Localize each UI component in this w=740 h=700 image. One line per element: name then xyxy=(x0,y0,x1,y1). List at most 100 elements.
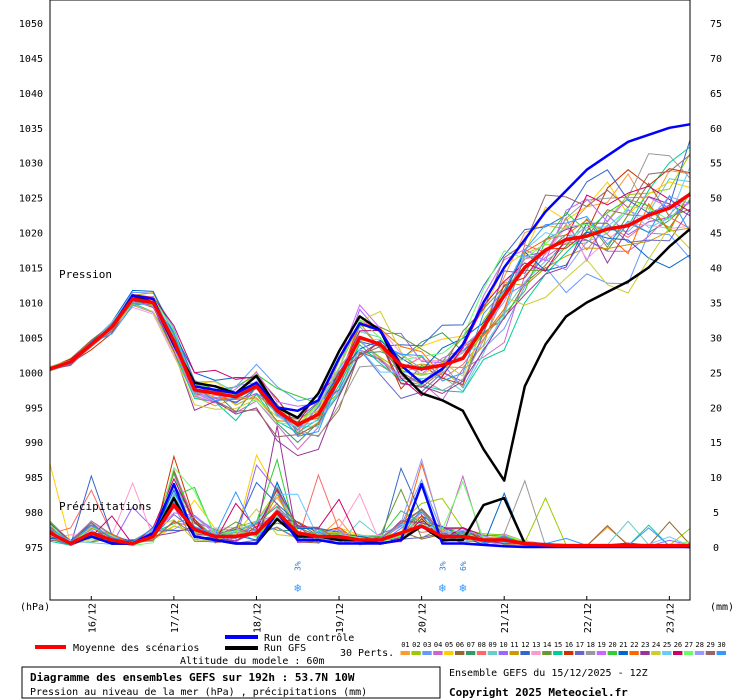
perturbation-pressure-line xyxy=(49,153,691,438)
perturbation-legend-label: 29 xyxy=(706,641,714,649)
perturbation-legend-swatch xyxy=(596,651,607,655)
perturbation-legend-label: 08 xyxy=(478,641,486,649)
perturbation-legend-label: 07 xyxy=(467,641,475,649)
time-tick-label: 18/12 xyxy=(252,603,263,633)
perturbation-legend-swatch xyxy=(662,651,672,655)
time-tick-label: 20/12 xyxy=(418,603,429,633)
precip-tick-label: 65 xyxy=(710,89,722,100)
precip-tick-label: 60 xyxy=(710,124,722,135)
pressure-tick-label: 985 xyxy=(25,473,43,484)
precip-tick-label: 30 xyxy=(710,333,722,344)
precip-tick-label: 25 xyxy=(710,368,722,379)
legend-gfs-label: Run GFS xyxy=(264,643,306,654)
pressure-tick-label: 995 xyxy=(25,403,43,414)
precip-tick-label: 55 xyxy=(710,159,722,170)
perturbation-pressure-line xyxy=(49,185,691,425)
perturbation-legend-label: 25 xyxy=(663,641,671,649)
perturbation-legend-label: 01 xyxy=(401,641,409,649)
time-tick-label: 23/12 xyxy=(665,603,676,633)
pressure-tick-label: 1035 xyxy=(19,124,43,135)
plot-frame xyxy=(49,0,691,601)
perturbation-legend-swatch xyxy=(542,651,552,655)
perturbation-legend-label: 22 xyxy=(630,641,638,649)
perturbation-pressure-line xyxy=(49,231,691,431)
run-info: Ensemble GEFS du 15/12/2025 - 12Z xyxy=(449,668,648,679)
right-unit: (mm) xyxy=(710,602,734,613)
perturbation-legend-label: 09 xyxy=(488,641,496,649)
perturbation-legend-swatch xyxy=(444,651,454,655)
perturbation-precip-line xyxy=(49,425,691,547)
perturbation-legend-label: 14 xyxy=(543,641,551,649)
perturbation-legend-swatch xyxy=(487,651,498,655)
perturbation-legend-label: 27 xyxy=(685,641,693,649)
perturbation-legend-swatch xyxy=(564,651,574,655)
copyright: Copyright 2025 Meteociel.fr xyxy=(449,686,628,699)
snow-markers: 3% ❄ 3% ❄ 6% ❄ xyxy=(294,561,468,595)
perturbation-legend-swatch xyxy=(531,651,541,655)
pressure-tick-label: 975 xyxy=(25,543,43,554)
perturbation-legend-swatch xyxy=(411,651,421,655)
precip-tick-label: 35 xyxy=(710,298,722,309)
perturbation-legend-swatch xyxy=(509,651,519,655)
precip-tick-label: 40 xyxy=(710,264,722,275)
pressure-tick-label: 1000 xyxy=(19,368,43,379)
snow-percent-label: 3% xyxy=(294,561,303,571)
pressure-axis: 1050 1045 1040 1035 1030 1025 1020 1015 1010 1005… xyxy=(19,19,43,554)
perturbation-legend-swatch xyxy=(400,651,410,655)
chart-title: Diagramme des ensembles GEFS sur 192h : … xyxy=(30,671,355,684)
main-series xyxy=(49,123,691,549)
perturbation-legend-swatch xyxy=(520,651,530,655)
time-axis: 16/12 17/12 18/12 19/12 20/12 21/12 22/12 23/12 xyxy=(87,603,676,633)
time-tick-label: 17/12 xyxy=(170,603,181,633)
perturbation-legend-swatch xyxy=(640,651,650,655)
perturbation-legend-swatch xyxy=(476,651,487,655)
precip-tick-label: 0 xyxy=(713,543,719,554)
precip-label: Précipitations xyxy=(59,500,152,513)
precip-tick-label: 75 xyxy=(710,19,722,30)
perturbation-legend-label: 05 xyxy=(445,641,453,649)
perturbation-legend-swatch xyxy=(422,651,432,655)
perturbation-pressure-line xyxy=(49,227,691,437)
time-tick-label: 16/12 xyxy=(87,603,98,633)
pressure-tick-label: 990 xyxy=(25,438,43,449)
perturbation-legend-label: 04 xyxy=(434,641,442,649)
perturbation-pressure-line xyxy=(49,226,691,421)
perturbation-legend-label: 03 xyxy=(423,641,431,649)
perturbation-legend-swatch xyxy=(574,651,585,655)
perturbation-legend-swatch xyxy=(607,651,617,655)
perturbation-legend-swatch xyxy=(498,651,508,655)
perturbation-legend-swatch xyxy=(455,651,465,655)
legend-mean-label: Moyenne des scénarios xyxy=(73,642,199,654)
time-tick-label: 22/12 xyxy=(583,603,594,633)
perturbation-series xyxy=(49,139,691,548)
perturbation-pressure-line xyxy=(49,153,691,419)
perturbation-legend-label: 16 xyxy=(565,641,573,649)
perturbation-pressure-line xyxy=(49,139,691,424)
perturbation-legend-label: 24 xyxy=(652,641,660,649)
snowflake-icon: ❄ xyxy=(459,581,466,595)
perturbation-legend-swatch xyxy=(716,651,726,655)
series-precip-line xyxy=(49,503,690,548)
perturbation-legend-label: 30 xyxy=(717,641,725,649)
snowflake-icon: ❄ xyxy=(294,581,301,595)
snow-percent-label: 3% xyxy=(438,561,447,571)
precip-tick-label: 45 xyxy=(710,229,722,240)
pressure-tick-label: 1030 xyxy=(19,159,43,170)
legend-perts-label: 30 Perts. xyxy=(340,648,394,659)
perturbation-legend-label: 21 xyxy=(619,641,627,649)
precip-tick-label: 50 xyxy=(710,194,722,205)
perturbation-legend-label: 10 xyxy=(499,641,507,649)
precip-tick-label: 15 xyxy=(710,438,722,449)
perturbation-legend: 01 02 03 04 05 06 07 08 09 10 11 12 13 14 15 16 17 18 19 20… xyxy=(400,641,726,655)
perturbation-legend-label: 28 xyxy=(696,641,704,649)
series-pressure-line xyxy=(49,192,691,427)
perturbation-legend-label: 18 xyxy=(587,641,595,649)
pressure-tick-label: 1040 xyxy=(19,89,43,100)
perturbation-legend-swatch xyxy=(465,651,476,655)
perturbation-legend-swatch xyxy=(651,651,661,655)
perturbation-pressure-line xyxy=(49,193,691,427)
perturbation-legend-label: 17 xyxy=(576,641,584,649)
perturbation-legend-swatch xyxy=(673,651,683,655)
perturbation-legend-swatch xyxy=(694,651,705,655)
